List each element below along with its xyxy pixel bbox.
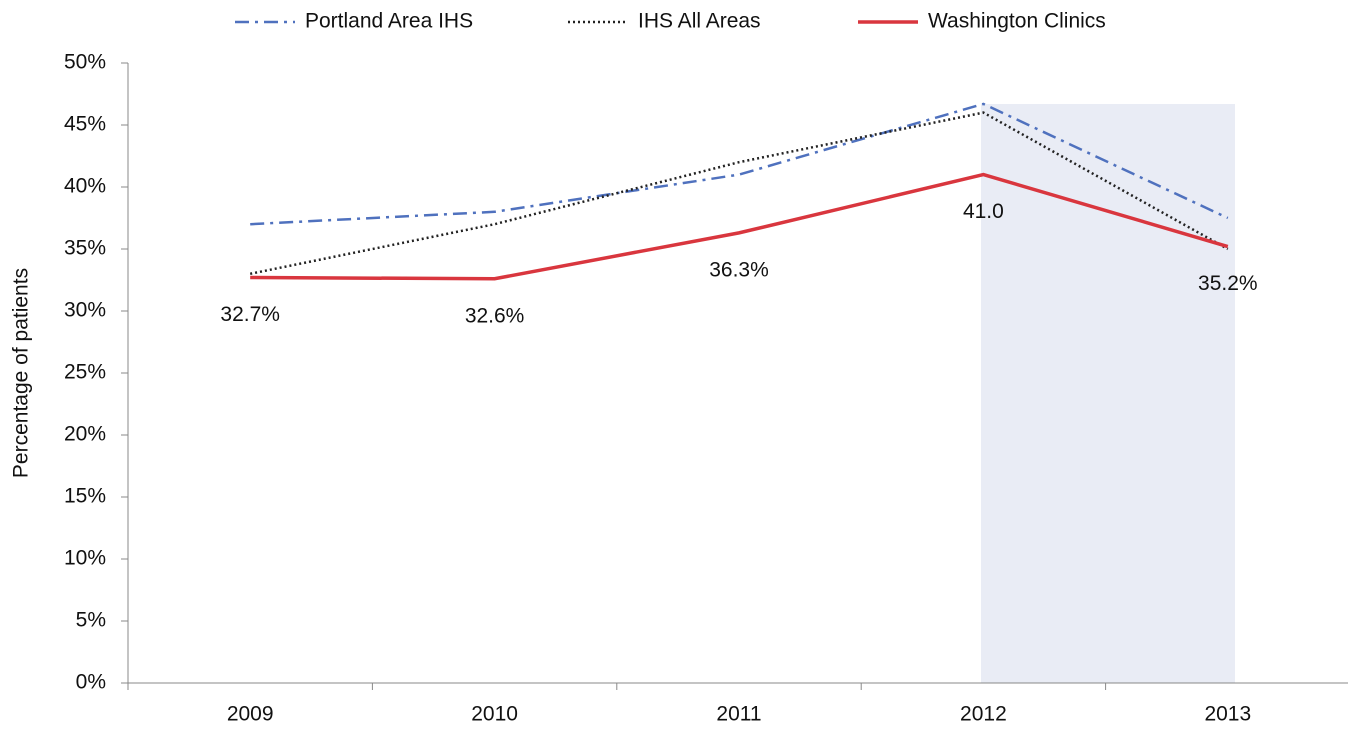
y-tick-label: 45% — [64, 113, 106, 136]
series-line — [250, 172, 1229, 281]
legend-label: Washington Clinics — [928, 10, 1106, 33]
y-tick-label: 35% — [64, 237, 106, 260]
y-tick-label: 20% — [64, 423, 106, 446]
x-tick-label: 2012 — [960, 703, 1007, 726]
y-tick-label: 0% — [76, 671, 106, 694]
x-tick-label: 2011 — [716, 703, 761, 726]
y-tick-label: 15% — [64, 485, 106, 508]
legend-label: Portland Area IHS — [305, 10, 473, 33]
legend-label: IHS All Areas — [638, 10, 761, 33]
x-tick-label: 2009 — [227, 703, 274, 726]
series-line — [249, 111, 1229, 276]
data-label: 32.7% — [220, 303, 280, 326]
y-tick-label: 40% — [64, 175, 106, 198]
data-label: 35.2% — [1198, 272, 1258, 295]
data-label: 32.6% — [465, 304, 525, 327]
data-label: 36.3% — [709, 258, 769, 281]
x-tick-label: 2010 — [471, 703, 518, 726]
y-tick-label: 10% — [64, 547, 106, 570]
x-tick-label: 2013 — [1204, 703, 1251, 726]
data-label: 41.0 — [963, 200, 1004, 223]
y-axis-title: Percentage of patients — [10, 268, 33, 478]
y-tick-label: 25% — [64, 361, 106, 384]
y-tick-label: 50% — [64, 51, 106, 74]
y-tick-label: 5% — [76, 609, 106, 632]
y-tick-label: 30% — [64, 299, 106, 322]
highlight-region — [981, 104, 1235, 683]
